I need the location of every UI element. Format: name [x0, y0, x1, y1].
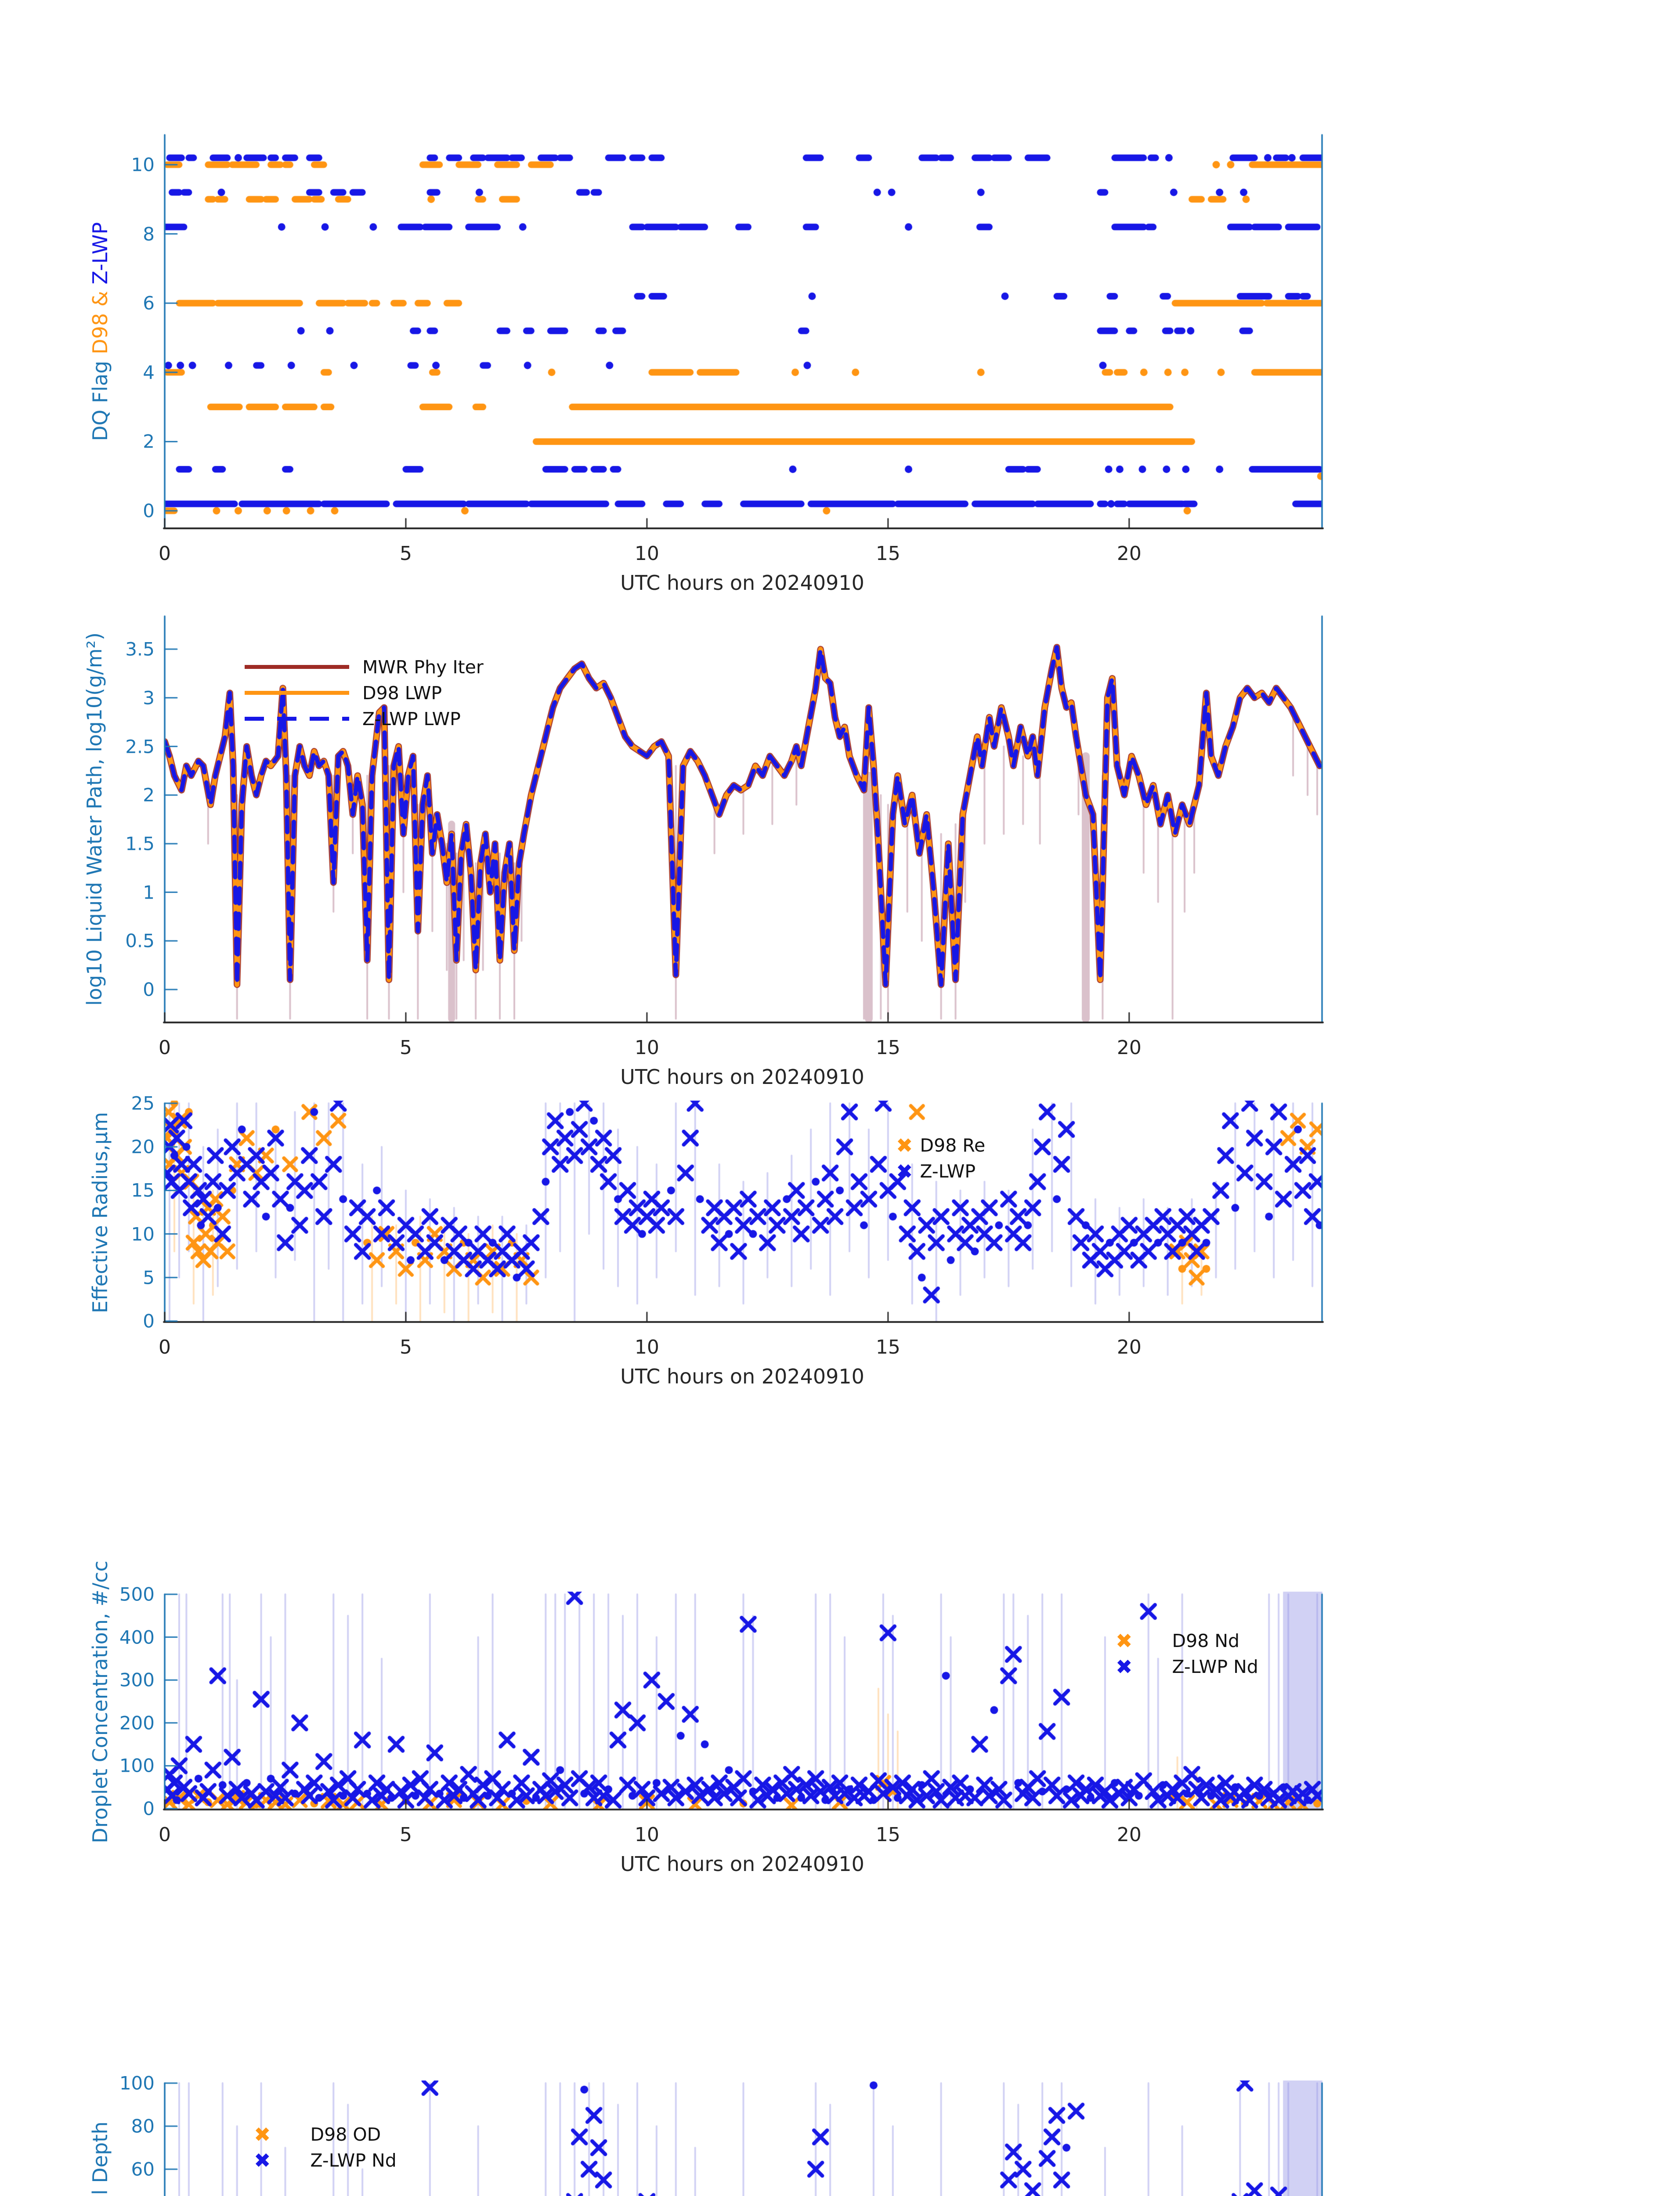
x-tick-label: 15 — [875, 1824, 900, 1846]
panel3-xlabel: UTC hours on 20240910 — [620, 1365, 864, 1388]
x-marker-icon: ✖ — [1116, 1654, 1133, 1679]
mwr-line-swatch — [245, 665, 349, 669]
x-tick-label: 5 — [399, 542, 412, 565]
y-tick-label: 20 — [131, 1136, 155, 1158]
legend-item-d98-lwp: D98 LWP — [245, 680, 484, 706]
legend-item-zlwp-lwp: Z-LWP LWP — [245, 706, 484, 732]
panel4-legend: ✖ D98 Nd ✖ Z-LWP Nd — [1116, 1628, 1258, 1680]
legend-label: D98 OD — [310, 2124, 381, 2145]
x-tick-label: 15 — [875, 1037, 900, 1059]
x-tick-label: 20 — [1116, 1037, 1142, 1059]
panel4-xlabel: UTC hours on 20240910 — [620, 1852, 864, 1876]
x-marker-icon: ✖ — [896, 1133, 913, 1157]
y-tick-label: 1.5 — [125, 833, 155, 855]
legend-label: D98 Nd — [1172, 1630, 1240, 1651]
y-tick-label: 4 — [143, 361, 155, 383]
legend-label: MWR Phy Iter — [362, 656, 484, 678]
x-tick-label: 5 — [399, 1037, 412, 1059]
panel3-legend: ✖ D98 Re ✖ Z-LWP — [896, 1132, 985, 1184]
y-tick-label: 10 — [131, 1223, 155, 1245]
panel5-legend: ✖ D98 OD ✖ Z-LWP Nd — [254, 2121, 397, 2173]
y-tick-label: 100 — [119, 1755, 155, 1777]
zlwp-dashed-line-swatch — [245, 717, 349, 721]
x-tick-label: 20 — [1116, 542, 1142, 565]
panel1-xlabel: UTC hours on 20240910 — [620, 571, 864, 595]
x-tick-label: 10 — [634, 1336, 659, 1358]
x-tick-label: 0 — [159, 1037, 171, 1059]
legend-item-d98-od: ✖ D98 OD — [254, 2121, 397, 2147]
d98-line-swatch — [245, 691, 349, 695]
y-tick-label: 300 — [119, 1669, 155, 1691]
y-tick-label: 200 — [119, 1712, 155, 1734]
y-tick-label: 15 — [131, 1179, 155, 1201]
x-tick-label: 10 — [634, 1037, 659, 1059]
legend-item-zlwp-re: ✖ Z-LWP — [896, 1158, 985, 1184]
legend-item-zlwp-nd: ✖ Z-LWP Nd — [1116, 1654, 1258, 1680]
y-tick-label: 0.5 — [125, 930, 155, 952]
y-tick-label: 60 — [131, 2158, 155, 2180]
x-tick-label: 5 — [399, 1336, 412, 1358]
x-tick-label: 20 — [1116, 1336, 1142, 1358]
panel2-xlabel: UTC hours on 20240910 — [620, 1065, 864, 1089]
x-tick-label: 0 — [159, 542, 171, 565]
legend-item-mwr-phy-iter: MWR Phy Iter — [245, 654, 484, 680]
x-marker-icon: ✖ — [896, 1159, 913, 1183]
x-marker-icon: ✖ — [1116, 1629, 1133, 1653]
y-tick-label: 0 — [143, 1798, 155, 1820]
legend-item-zlwp-od: ✖ Z-LWP Nd — [254, 2147, 397, 2173]
legend-label: Z-LWP Nd — [310, 2149, 397, 2171]
panel1-ylabel: DQ Flag D98 & Z-LWP — [88, 222, 112, 441]
x-tick-label: 15 — [875, 542, 900, 565]
x-tick-label: 10 — [634, 542, 659, 565]
y-tick-label: 1 — [143, 881, 155, 903]
x-tick-label: 15 — [875, 1336, 900, 1358]
y-tick-label: 500 — [119, 1583, 155, 1605]
y-tick-label: 2 — [143, 430, 155, 452]
y-tick-label: 3.5 — [125, 638, 155, 660]
y-tick-label: 0 — [143, 979, 155, 1000]
y-tick-label: 5 — [143, 1267, 155, 1289]
x-marker-icon: ✖ — [254, 2122, 271, 2146]
x-tick-label: 0 — [159, 1336, 171, 1358]
legend-label: D98 LWP — [362, 682, 442, 704]
legend-item-d98-re: ✖ D98 Re — [896, 1132, 985, 1158]
y-tick-label: 25 — [131, 1092, 155, 1114]
legend-label: Z-LWP LWP — [362, 708, 461, 730]
x-tick-label: 0 — [159, 1824, 171, 1846]
y-tick-label: 80 — [131, 2115, 155, 2137]
y-tick-label: 2.5 — [125, 736, 155, 757]
x-tick-label: 20 — [1116, 1824, 1142, 1846]
y-tick-label: 0 — [143, 500, 155, 522]
y-tick-label: 6 — [143, 292, 155, 314]
legend-label: Z-LWP — [920, 1160, 976, 1182]
y-tick-label: 8 — [143, 223, 155, 245]
legend-label: D98 Re — [920, 1134, 986, 1156]
y-tick-label: 400 — [119, 1626, 155, 1648]
y-tick-label: 0 — [143, 1310, 155, 1332]
y-tick-label: 2 — [143, 784, 155, 806]
panel2-legend: MWR Phy Iter D98 LWP Z-LWP LWP — [245, 654, 484, 732]
x-marker-icon: ✖ — [254, 2148, 271, 2172]
x-tick-label: 10 — [634, 1824, 659, 1846]
legend-label: Z-LWP Nd — [1172, 1656, 1258, 1677]
y-tick-label: 100 — [119, 2072, 155, 2094]
y-tick-label: 10 — [131, 154, 155, 176]
y-tick-label: 3 — [143, 687, 155, 709]
x-tick-label: 5 — [399, 1824, 412, 1846]
legend-item-d98-nd: ✖ D98 Nd — [1116, 1628, 1258, 1654]
